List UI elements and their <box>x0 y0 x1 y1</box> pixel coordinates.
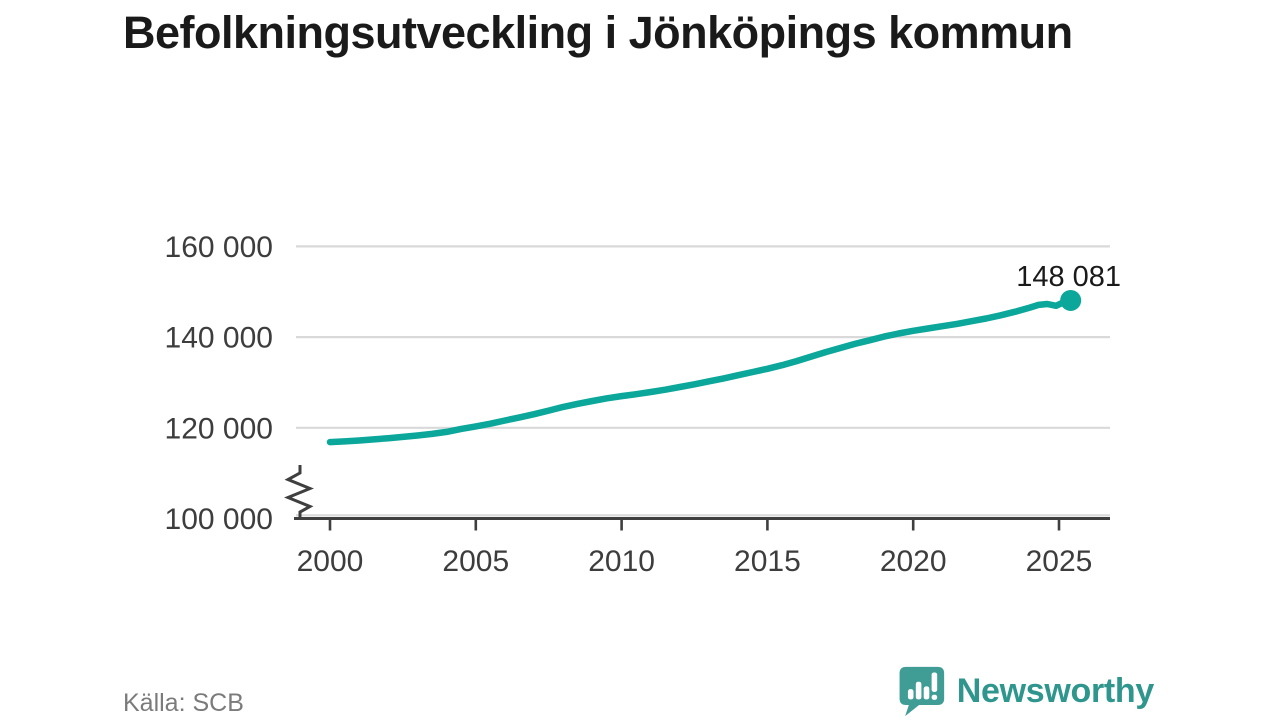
speech-bubble-shape <box>899 666 944 717</box>
y-axis: 100 000 120 000 140 000 160 000 <box>165 231 273 536</box>
exclamation-glyph <box>931 672 937 700</box>
x-tick-label: 2020 <box>880 545 947 578</box>
newsworthy-logo: Newsworthy <box>894 664 1154 719</box>
y-axis-break-icon <box>284 465 314 518</box>
gridlines <box>296 245 1110 517</box>
end-point-marker <box>1060 289 1082 311</box>
population-line-series <box>326 297 1074 446</box>
newsworthy-logo-text: Newsworthy <box>956 672 1155 710</box>
y-tick-label: 120 000 <box>165 412 273 445</box>
bar-chart-glyph <box>907 681 930 700</box>
y-tick-label: 160 000 <box>165 231 273 264</box>
chart-title: Befolkningsutveckling i Jönköpings kommu… <box>123 7 1073 58</box>
x-tick-label: 2015 <box>734 545 801 578</box>
newsworthy-logo-icon <box>899 666 944 717</box>
x-tick-label: 2010 <box>588 545 655 578</box>
end-point-value-label: 148 081 <box>1016 261 1121 293</box>
y-tick-label: 100 000 <box>165 503 273 536</box>
x-tick-label: 2000 <box>297 545 364 578</box>
source-note: Källa: SCB <box>123 689 244 717</box>
x-tick-label: 2005 <box>442 545 509 578</box>
x-tick-label: 2025 <box>1026 545 1093 578</box>
x-axis: 2000 2005 2010 2015 2020 2025 <box>297 520 1093 578</box>
population-line-chart: 2000 2005 2010 2015 2020 2025 100 000 120 000 14… <box>165 231 1122 578</box>
y-tick-label: 140 000 <box>165 322 273 355</box>
